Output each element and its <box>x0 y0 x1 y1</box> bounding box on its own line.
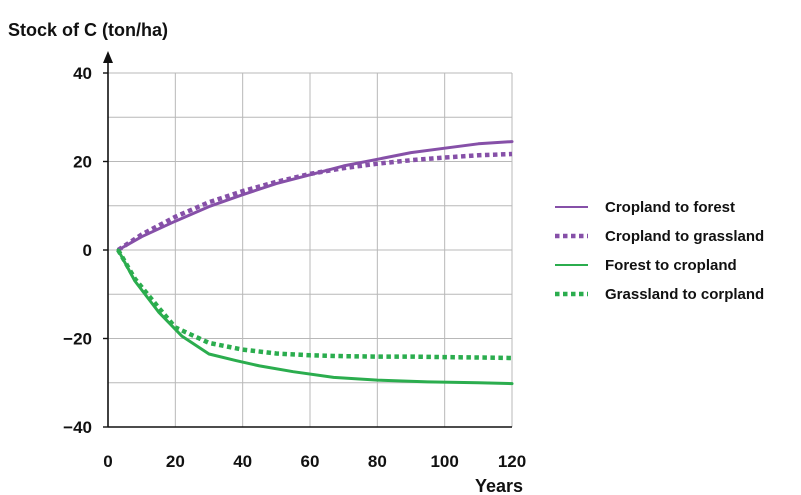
y-axis-arrow <box>103 51 113 63</box>
x-axis-title: Years <box>475 476 523 495</box>
x-tick-label: 120 <box>498 452 526 471</box>
series-lines <box>116 140 514 386</box>
x-tick-label: 40 <box>233 452 252 471</box>
series-line-3 <box>116 248 514 386</box>
y-axis-title: Stock of C (ton/ha) <box>8 20 168 40</box>
y-tick-label: 40 <box>73 64 92 83</box>
legend-label-2: Cropland to grassland <box>605 228 764 245</box>
x-tick-label: 0 <box>103 452 112 471</box>
series-line-1 <box>116 140 514 252</box>
grid-lines <box>108 72 513 427</box>
x-tick-label: 60 <box>301 452 320 471</box>
series-line-4 <box>116 248 513 361</box>
legend-label-3: Forest to cropland <box>605 257 737 274</box>
y-tick-label: −40 <box>63 418 92 437</box>
x-tick-label: 20 <box>166 452 185 471</box>
y-tick-label: −20 <box>63 330 92 349</box>
y-tick-label: 0 <box>83 241 92 260</box>
y-tick-label: 20 <box>73 153 92 172</box>
legend-label-4: Grassland to corpland <box>605 286 764 303</box>
x-tick-label: 80 <box>368 452 387 471</box>
series-line-2 <box>116 151 513 252</box>
x-tick-label: 100 <box>430 452 458 471</box>
legend: Cropland to forest Cropland to grassland F… <box>555 199 764 303</box>
axes <box>103 51 512 428</box>
legend-label-1: Cropland to forest <box>605 199 735 216</box>
tick-labels: 0 20 40 60 80 100 120 40 20 0 −20 −40 <box>63 64 526 471</box>
